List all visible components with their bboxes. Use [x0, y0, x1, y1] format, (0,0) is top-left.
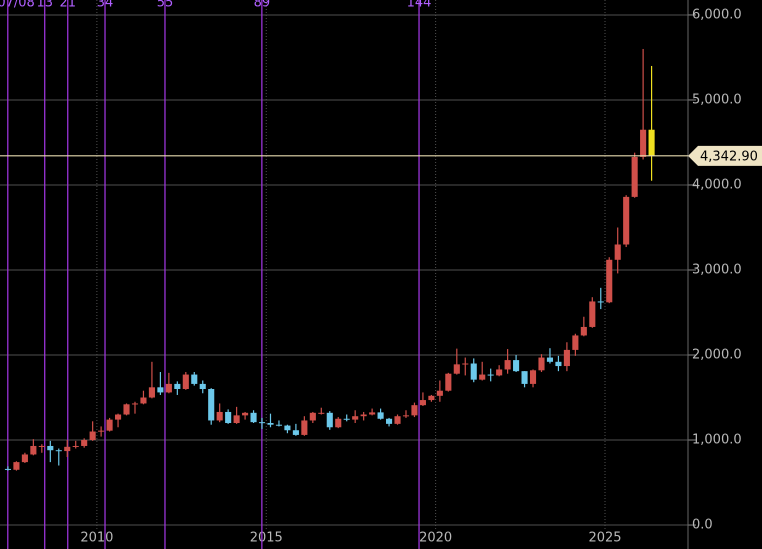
candle-body	[81, 440, 88, 446]
x-tick-label: 2020	[419, 531, 452, 546]
candle-body	[98, 430, 105, 432]
candle-body	[377, 412, 384, 419]
candle-body	[250, 412, 257, 423]
candle-body	[89, 431, 96, 441]
candle-body	[589, 301, 596, 327]
candle-body	[148, 387, 155, 398]
candle-body	[208, 389, 215, 421]
candle-body	[640, 129, 647, 157]
candle-body	[309, 412, 316, 421]
candle-body	[267, 423, 274, 425]
candle-body	[369, 412, 376, 415]
candle-body	[462, 363, 469, 365]
candle-body	[30, 445, 37, 455]
candle-body	[115, 414, 122, 420]
fib-label: 2007/08	[0, 0, 35, 11]
candle-body	[402, 415, 410, 417]
candle-body	[394, 416, 401, 424]
candle-body	[21, 454, 28, 463]
candle-body	[360, 414, 367, 417]
candle-body	[72, 445, 79, 447]
price-tag	[688, 145, 762, 166]
candle-body	[555, 361, 562, 367]
fib-label: 13	[36, 0, 53, 11]
candle-body	[352, 416, 359, 420]
candle-body	[165, 383, 172, 393]
candle-body	[487, 374, 494, 376]
fib-label: 89	[254, 0, 271, 11]
candle-body	[292, 430, 299, 435]
candle-body	[631, 156, 638, 197]
candle-body	[445, 373, 452, 391]
fib-label: 55	[157, 0, 174, 11]
candle-body	[191, 374, 198, 384]
candle-body	[106, 419, 113, 431]
candle-body	[47, 445, 54, 451]
candle-body	[436, 390, 443, 396]
candle-body	[453, 364, 460, 374]
candle-body	[131, 403, 139, 405]
candle-body	[648, 129, 655, 156]
x-tick-label: 2015	[250, 531, 283, 546]
y-tick-label: 1,000.0	[692, 433, 742, 448]
candle-body	[606, 259, 613, 303]
candle-body	[504, 360, 511, 370]
y-tick-label: 2,000.0	[692, 348, 742, 363]
candle-body	[13, 462, 20, 470]
candle-body	[513, 360, 520, 372]
fib-label: 34	[97, 0, 114, 11]
y-tick-label: 5,000.0	[692, 92, 742, 107]
candle-body	[64, 446, 71, 452]
candle-body	[275, 424, 283, 426]
candle-body	[538, 357, 545, 371]
candle-body	[614, 244, 621, 260]
candle-body	[496, 369, 503, 376]
candle-body	[233, 415, 240, 424]
y-tick-label: 4,000.0	[692, 177, 742, 192]
candle-body	[216, 411, 223, 421]
candle-body	[623, 196, 630, 245]
y-tick-label: 3,000.0	[692, 262, 742, 277]
candle-body	[123, 404, 130, 415]
x-tick-label: 2025	[588, 531, 621, 546]
candle-body	[225, 411, 232, 424]
fib-label: 144	[407, 0, 432, 11]
price-label: 4,342.90	[700, 149, 758, 164]
candle-body	[419, 400, 426, 406]
candle-body	[199, 383, 206, 390]
candle-body	[326, 412, 333, 428]
candle-body	[470, 363, 477, 380]
candle-body	[55, 450, 62, 452]
candle-body	[428, 395, 435, 401]
candle-body	[38, 445, 45, 447]
candle-body	[411, 405, 418, 416]
y-tick-label: 0.0	[692, 518, 713, 533]
candle-body	[386, 418, 393, 424]
candle-body	[580, 326, 587, 336]
candle-body	[529, 370, 537, 384]
candle-body	[284, 425, 291, 431]
candle-body	[335, 418, 342, 428]
candle-body	[479, 374, 486, 380]
y-tick-label: 6,000.0	[692, 7, 742, 22]
candle-body	[182, 374, 189, 390]
candle-body	[174, 383, 181, 390]
candle-body	[597, 301, 604, 303]
candle-body	[258, 422, 266, 424]
candle-body	[301, 420, 308, 435]
candle-body	[4, 468, 12, 470]
fib-label: 21	[59, 0, 76, 11]
candle-body	[157, 387, 164, 393]
candle-body	[318, 412, 325, 414]
candle-body	[521, 371, 528, 384]
candle-body	[546, 357, 554, 362]
candle-body	[242, 412, 249, 416]
x-tick-label: 2010	[80, 531, 113, 546]
candle-body	[140, 397, 147, 404]
candle-body	[343, 418, 350, 420]
candle-body	[563, 349, 570, 367]
candle-body	[572, 335, 579, 350]
